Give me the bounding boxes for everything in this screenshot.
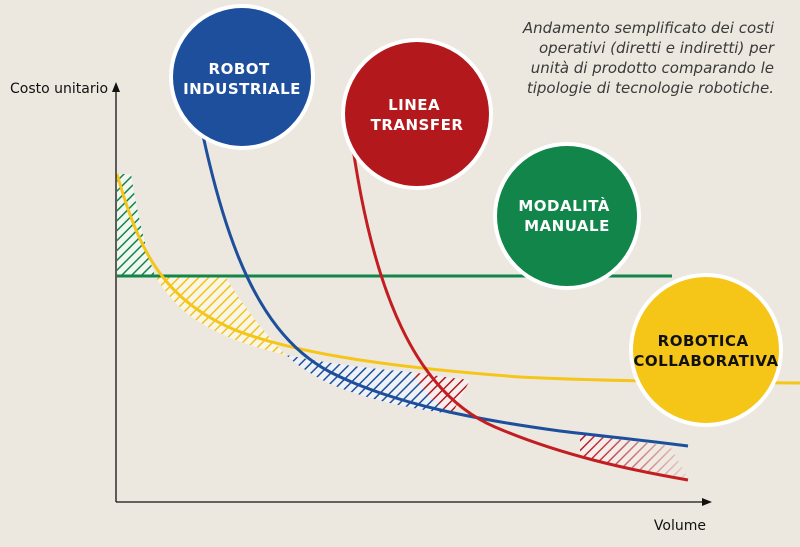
bubble-label-line: COLLABORATIVA [633, 352, 778, 370]
svg-text:LINEA TRANSFER: LINEA TRANSFER [371, 96, 464, 134]
bubble-label-line: TRANSFER [371, 116, 464, 134]
svg-text:MODALITÀ MANUALE: MODALITÀ MANUALE [518, 196, 615, 235]
bubble-robotica-collaborativa: ROBOTICA COLLABORATIVA [629, 273, 783, 427]
x-axis-label: Volume [654, 518, 706, 534]
bubble-label-line: ROBOT [209, 60, 270, 78]
bubble-label-line: MODALITÀ [518, 196, 610, 215]
curve-linea-transfer [346, 109, 689, 482]
hatch-region-collab-2 [470, 418, 688, 478]
bubbles: ROBOT INDUSTRIALE LINEA TRANSFER MODALIT… [169, 4, 783, 427]
svg-text:ROBOTICA COLLABORATIVA: ROBOTICA COLLABORATIVA [633, 332, 778, 370]
bubble-label-line: INDUSTRIALE [183, 80, 301, 98]
bubble-label-line: MANUALE [524, 217, 610, 235]
svg-text:ROBOT INDUSTRIALE: ROBOT INDUSTRIALE [183, 60, 301, 98]
axes: Costo unitario Volume [10, 81, 712, 534]
bubble-robot-industriale: ROBOT INDUSTRIALE [169, 4, 315, 150]
bubble-linea-transfer: LINEA TRANSFER [341, 38, 493, 190]
curve-robot-industriale [183, 39, 689, 448]
bubble-label-line: ROBOTICA [658, 332, 749, 350]
chart-caption: Andamento semplificato dei costi operati… [522, 19, 774, 97]
hatch-region-collab-1 [155, 276, 286, 355]
y-axis-arrow-icon [112, 82, 120, 92]
bubble-modalita-manuale: MODALITÀ MANUALE [493, 142, 641, 290]
y-axis-label: Costo unitario [10, 81, 108, 97]
x-axis-arrow-icon [702, 498, 712, 506]
bubble-label-line: LINEA [388, 96, 440, 114]
